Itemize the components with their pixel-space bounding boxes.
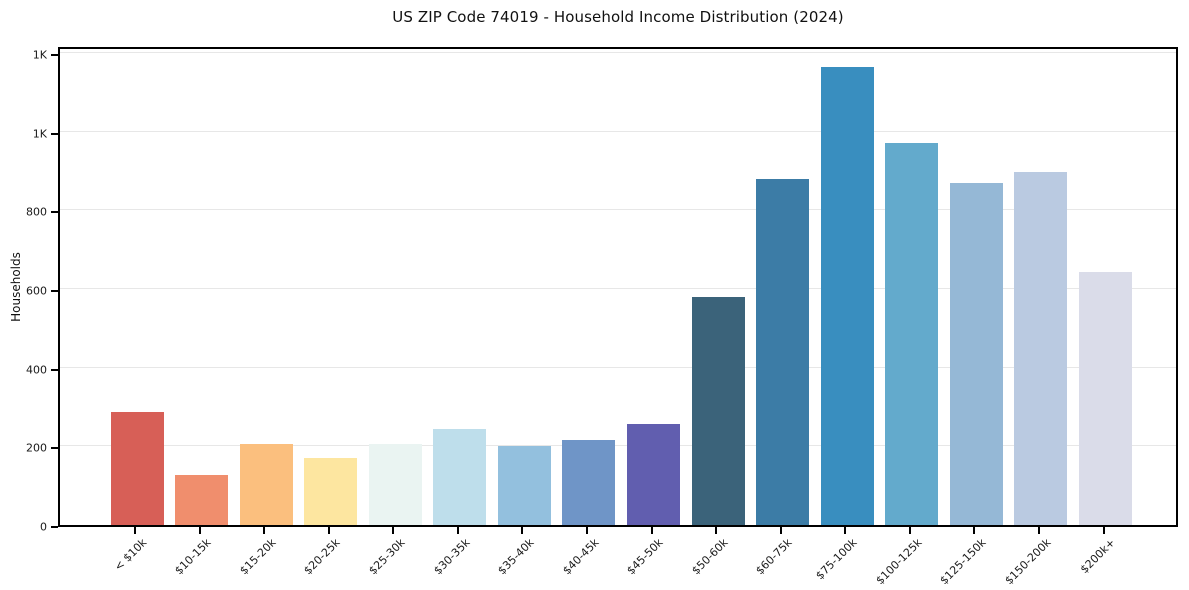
bar-$10-15k [175, 475, 229, 525]
y-tick-label: 200 [26, 441, 47, 455]
y-tick-label: 0 [40, 520, 47, 534]
bar-$15-20k [239, 444, 293, 525]
bar-$45-50k [627, 423, 681, 525]
bar-$25-30k [368, 443, 422, 525]
gridline [60, 287, 1176, 289]
y-tick-mark [51, 211, 58, 214]
x-tick-label: $20-25k [301, 536, 343, 578]
x-tick-mark [908, 527, 911, 534]
x-tick-label: $150-200k [1002, 536, 1054, 588]
x-tick-label: $15-20k [237, 536, 279, 578]
x-tick-label: < $10k [111, 536, 150, 574]
x-tick-mark [198, 527, 201, 534]
x-tick-mark [844, 527, 847, 534]
bar-$150-200k [1014, 172, 1068, 525]
x-tick-mark [134, 527, 136, 534]
plot-area [58, 47, 1178, 527]
y-tick-mark [51, 289, 58, 292]
x-tick-label: $100-125k [872, 536, 925, 588]
bar-$50-60k [691, 296, 745, 525]
x-tick-label: $40-45k [559, 536, 602, 578]
x-tick-label: $45-50k [624, 536, 666, 578]
y-tick-mark [51, 526, 58, 528]
x-tick-mark [456, 527, 459, 534]
x-tick-mark [650, 527, 653, 534]
x-tick-label: $75-100k [813, 536, 860, 583]
x-tick-mark [263, 527, 266, 534]
bar-$200k+ [1079, 272, 1133, 525]
x-tick-mark [1037, 527, 1040, 534]
bar-$20-25k [304, 458, 358, 525]
x-tick-mark [392, 527, 395, 534]
chart-title: US ZIP Code 74019 - Household Income Dis… [392, 8, 844, 26]
x-tick-mark [779, 527, 782, 534]
x-tick-label: $25-30k [366, 536, 408, 578]
x-tick-label: $50-60k [689, 536, 731, 578]
gridline [60, 445, 1176, 447]
x-tick-mark [521, 527, 524, 534]
bar-$35-40k [497, 445, 551, 525]
x-tick-label: $30-35k [430, 536, 473, 578]
y-tick-mark [51, 368, 58, 371]
bar-$75-100k [820, 67, 874, 525]
x-tick-label: $200k+ [1077, 536, 1118, 577]
x-tick-label: $10-15k [172, 536, 214, 578]
y-tick-mark [51, 132, 58, 135]
bar-$30-35k [433, 429, 487, 525]
gridline [60, 51, 1176, 53]
y-tick-mark [51, 447, 58, 450]
x-tick-label: $35-40k [495, 536, 537, 578]
y-tick-mark [51, 53, 58, 56]
x-tick-label: $60-75k [753, 536, 795, 578]
x-tick-mark [327, 527, 330, 534]
gridline [60, 209, 1176, 211]
x-tick-mark [585, 527, 588, 534]
x-tick-mark [973, 527, 976, 534]
y-tick-label: 600 [26, 284, 47, 298]
x-tick-mark [1102, 527, 1105, 534]
bar-< $10k [110, 412, 164, 525]
y-tick-label: 1K [32, 127, 47, 141]
bar-$125-150k [949, 183, 1003, 525]
x-tick-mark [715, 527, 718, 534]
bar-$40-45k [562, 440, 616, 525]
gridline [60, 366, 1176, 368]
bar-$100-125k [885, 142, 939, 525]
x-tick-label: $125-150k [937, 536, 989, 588]
y-tick-label: 400 [26, 363, 47, 377]
gridline [60, 130, 1176, 132]
y-tick-label: 1K [32, 48, 47, 62]
y-tick-label: 800 [26, 205, 47, 219]
bar-$60-75k [756, 178, 810, 525]
